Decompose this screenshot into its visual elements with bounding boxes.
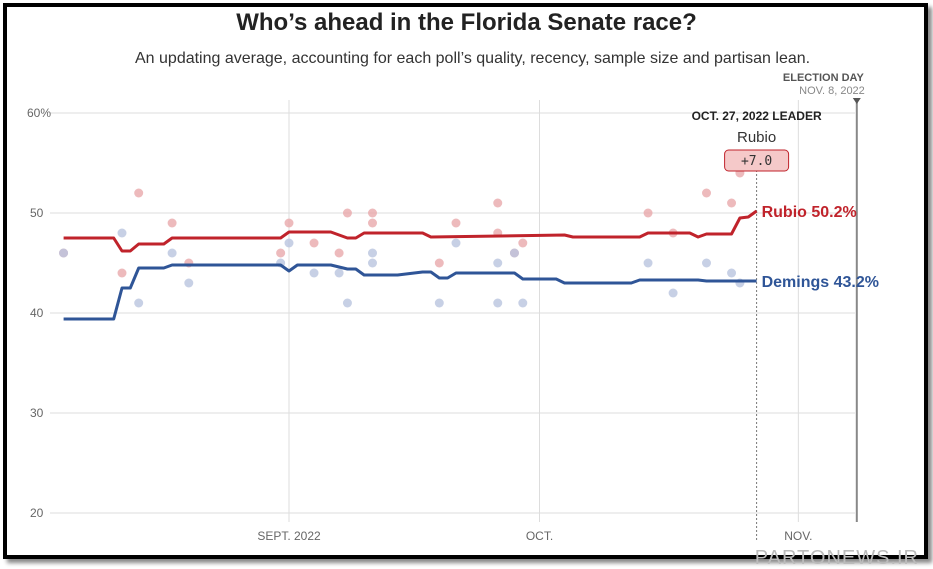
election-day-arrow-icon [852, 98, 861, 104]
demings-poll-dot [184, 278, 194, 288]
demings-poll-dot [134, 298, 144, 308]
demings-poll-dot [309, 268, 319, 278]
demings-poll-dot [493, 258, 503, 268]
rubio-poll-dot [284, 218, 294, 228]
rubio-poll-dot [727, 198, 737, 208]
demings-poll-dot [368, 248, 377, 258]
chart-title: Who’s ahead in the Florida Senate race? [236, 9, 697, 36]
demings-poll-dot [342, 298, 352, 308]
demings-end-label: Demings 43.2% [762, 274, 879, 291]
election-day-date: NOV. 8, 2022 [799, 85, 865, 97]
demings-poll-dot [451, 238, 461, 248]
rubio-poll-dot [134, 188, 144, 198]
rubio-poll-dot [368, 218, 377, 228]
y-tick-label: 30 [30, 406, 44, 420]
leader-margin: +7.0 [741, 154, 772, 169]
leader-margin-badge [724, 149, 790, 172]
y-tick-label: 50 [30, 206, 44, 220]
rubio-poll-dot [702, 188, 711, 198]
x-tick-label: NOV. [784, 529, 812, 543]
rubio-poll-dot [276, 248, 286, 258]
demings-poll-dot [509, 248, 519, 258]
leader-name: Rubio [737, 129, 776, 146]
demings-average-line [63, 263, 757, 321]
chart-subtitle: An updating average, accounting for each… [135, 50, 811, 67]
rubio-poll-dot [117, 268, 127, 278]
election-day-label: ELECTION DAY [783, 72, 865, 84]
rubio-end-label: Rubio 50.2% [762, 204, 857, 221]
demings-poll-dot [284, 238, 294, 248]
demings-poll-dot [727, 268, 737, 278]
rubio-poll-dot [434, 258, 444, 268]
rubio-poll-dot [643, 208, 653, 218]
y-tick-label: 20 [30, 506, 44, 520]
demings-poll-dot [518, 298, 528, 308]
y-tick-label: 60% [27, 106, 51, 120]
rubio-poll-dot [451, 218, 461, 228]
demings-poll-dot [434, 298, 444, 308]
rubio-poll-dot [167, 218, 177, 228]
demings-poll-dot [167, 248, 177, 258]
demings-poll-dot [643, 258, 653, 268]
rubio-poll-dot [493, 198, 503, 208]
rubio-poll-dot [334, 248, 344, 258]
x-tick-label: SEPT. 2022 [257, 529, 321, 543]
demings-poll-dot [59, 248, 69, 258]
y-tick-label: 40 [30, 306, 44, 320]
demings-poll-dot [117, 228, 127, 238]
rubio-average-line [63, 209, 758, 253]
demings-poll-dot [493, 298, 503, 308]
demings-poll-dot [668, 288, 678, 298]
rubio-poll-dot [309, 238, 319, 248]
demings-poll-dot [368, 258, 377, 268]
leader-heading: OCT. 27, 2022 LEADER [692, 109, 822, 123]
watermark: PARTONEWS.IR [754, 547, 919, 569]
demings-poll-dot [334, 268, 344, 278]
rubio-poll-dot [368, 208, 377, 218]
demings-poll-dot [702, 258, 711, 268]
chart-frame [3, 3, 928, 559]
rubio-poll-dot [518, 238, 528, 248]
x-tick-label: OCT. [526, 529, 553, 543]
rubio-poll-dot [342, 208, 352, 218]
